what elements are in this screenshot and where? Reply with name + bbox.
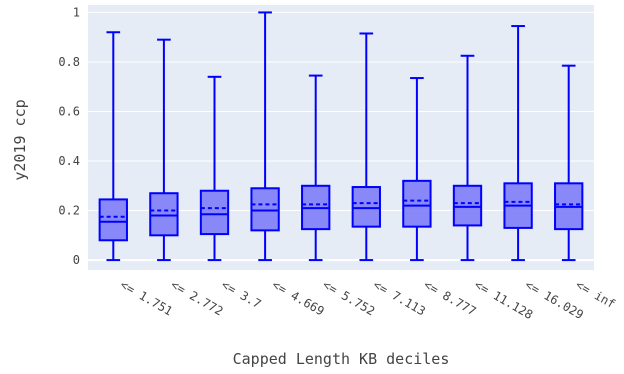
x-axis-label: Capped Length KB deciles	[233, 350, 450, 368]
box-7	[402, 77, 432, 262]
box-5	[301, 74, 331, 262]
box-8	[452, 54, 483, 262]
iqr-box	[98, 198, 128, 242]
box-6	[351, 32, 381, 262]
iqr-box	[402, 179, 432, 228]
x-axis-ticks: <= 1.751<= 2.772<= 3.7 <= 4.669<= 5.752<=…	[118, 277, 618, 322]
y-tick-label: 0.8	[58, 55, 80, 69]
y-axis-ticks: 0 0.2 0.4 0.6 0.8 1	[58, 5, 80, 267]
y-tick-label: 0.6	[58, 104, 80, 118]
box-2	[149, 38, 179, 262]
box-1	[98, 31, 128, 262]
x-tick-label: <= 3.7	[219, 277, 264, 311]
y-tick-label: 0.2	[58, 204, 80, 218]
y-axis-label: y2019 ccp	[11, 99, 29, 180]
box-3	[199, 75, 230, 262]
box-4	[250, 11, 280, 262]
x-tick-label: <= 7.113	[371, 277, 428, 318]
y-tick-label: 1	[73, 5, 80, 19]
iqr-box	[351, 186, 381, 228]
x-tick-label: <= 5.752	[320, 277, 377, 318]
x-tick-label: <= 2.772	[168, 277, 225, 318]
box-9	[503, 25, 533, 262]
y-tick-label: 0	[73, 253, 80, 267]
box-10	[554, 64, 584, 262]
y-tick-label: 0.4	[58, 154, 80, 168]
iqr-box	[149, 192, 179, 237]
iqr-box	[199, 189, 230, 236]
x-tick-label: <= 8.777	[421, 277, 478, 318]
x-tick-label: <= 1.751	[118, 277, 175, 318]
iqr-box	[250, 187, 280, 232]
x-tick-label: <= 4.669	[270, 277, 327, 318]
box-series	[98, 11, 584, 262]
iqr-box	[452, 184, 483, 227]
